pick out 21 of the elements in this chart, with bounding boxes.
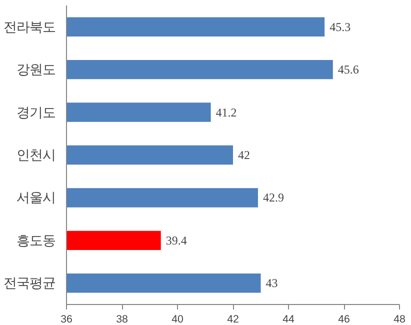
x-tick-label: 36: [60, 314, 72, 325]
y-tick-label: 전국평균: [4, 276, 56, 291]
y-tick-label: 흥도동: [16, 232, 56, 248]
data-label: 41.2: [216, 105, 237, 120]
x-tick-label: 42: [227, 314, 239, 325]
y-tick-label: 경기도: [16, 104, 56, 120]
x-tick-label: 40: [172, 314, 184, 325]
x-tick-label: 44: [282, 314, 294, 325]
y-tick-label: 인천시: [16, 148, 56, 162]
data-label: 42: [238, 148, 250, 162]
x-tick-label: 38: [116, 314, 128, 325]
y-tick-label: 강원도: [16, 62, 56, 78]
data-label: 43: [266, 276, 278, 290]
x-tick-label: 46: [338, 314, 350, 325]
x-tick-label: 48: [394, 314, 406, 325]
y-tick-label: 서울시: [16, 190, 56, 206]
data-label: 45.6: [338, 62, 359, 77]
y-tick-label: 전라북도: [4, 19, 56, 34]
data-label: 42.9: [262, 190, 284, 205]
data-label: 45.3: [330, 20, 351, 34]
data-label: 39.4: [166, 233, 187, 248]
